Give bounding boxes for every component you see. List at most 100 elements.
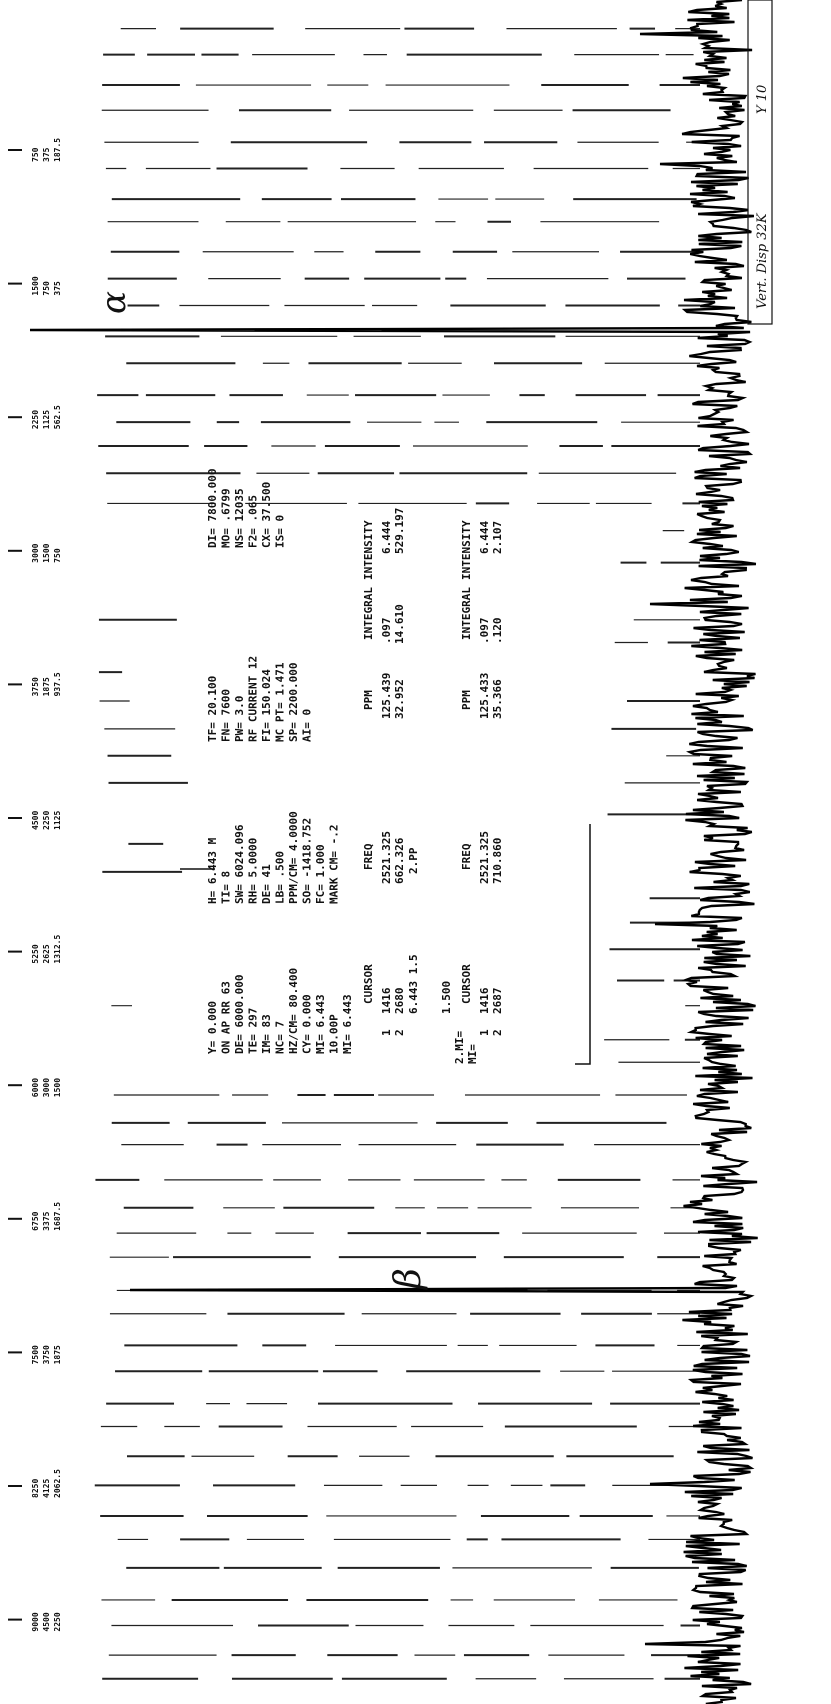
scale-label: 1500 xyxy=(53,1078,62,1097)
table-cell: 32.952 xyxy=(393,679,406,719)
side-label: MI= xyxy=(466,1044,479,1064)
table-cell: 2 xyxy=(491,1029,504,1036)
parameter: DE= 41 xyxy=(260,864,273,904)
scale-label: 1875 xyxy=(53,1345,62,1364)
parameter: F2= .065 xyxy=(247,495,260,548)
parameter: SO= -1418.752 xyxy=(301,818,314,904)
table-header: INTENSITY xyxy=(362,520,375,580)
table-cell: 662.326 xyxy=(393,837,406,884)
table-header: FREQ xyxy=(460,843,473,870)
scale-label: 750 xyxy=(53,548,62,563)
scale-label: 2625 xyxy=(42,944,51,963)
parameter: FN= 7600 xyxy=(220,689,233,742)
parameter: NS= 12035 xyxy=(233,488,246,548)
scale-label: 4500 xyxy=(31,811,40,830)
scale-label: 5250 xyxy=(31,944,40,963)
table-header: CURSOR xyxy=(362,964,375,1004)
scale-label: 375 xyxy=(42,147,51,162)
table-header: CURSOR xyxy=(460,964,473,1004)
parameter: H= 6.443 M xyxy=(206,837,219,904)
parameter: PW= 3.0 xyxy=(233,696,246,742)
annotation-display: Vert. Disp 32K xyxy=(755,212,770,309)
scale-label: 1125 xyxy=(42,410,51,429)
spectrum-printout: 750375187.5150075037522501125562.5300015… xyxy=(0,0,831,1704)
parameter: MI= 6.443 xyxy=(341,994,354,1054)
table-cell: 2680 xyxy=(393,988,406,1015)
table-cell: 6.444 xyxy=(478,521,491,554)
parameter: TI= 8 xyxy=(220,871,233,904)
table-header: FREQ xyxy=(362,843,375,870)
table-header: PPM xyxy=(362,690,375,710)
parameter: ON AP RR 63 xyxy=(220,981,233,1054)
table-footer: 6.443 1.5 xyxy=(407,954,420,1014)
scale-label: 562.5 xyxy=(53,405,62,429)
table-cell: 1416 xyxy=(380,987,393,1014)
table-cell: 2 xyxy=(393,1029,406,1036)
table-cell: 125.439 xyxy=(380,673,393,719)
table-cell: .097 xyxy=(380,618,393,645)
scale-label: 1500 xyxy=(31,276,40,295)
annotation-beta: β xyxy=(388,1268,429,1291)
page: 750375187.5150075037522501125562.5300015… xyxy=(0,0,831,1704)
table-header: PPM xyxy=(460,690,473,710)
table-cell: 14.610 xyxy=(393,604,406,644)
parameter: DE= 6000.000 xyxy=(233,975,246,1054)
parameter: TF= 20.100 xyxy=(206,676,219,742)
scale-label: 3000 xyxy=(42,1078,51,1097)
scale-label: 937.5 xyxy=(53,672,62,696)
table-footer: 2.PP xyxy=(407,847,420,874)
parameter: Y= 0.000 xyxy=(206,1001,219,1054)
table-header: INTEGRAL xyxy=(362,587,375,640)
scale-label: 3375 xyxy=(42,1211,51,1230)
scale-label: 187.5 xyxy=(53,138,62,162)
parameter: CY= 0.000 xyxy=(301,994,314,1054)
annotation-alpha: α xyxy=(94,291,134,314)
parameter: HZ/CM= 80.400 xyxy=(287,968,300,1054)
block-border xyxy=(575,824,590,1064)
scale-label: 2062.5 xyxy=(53,1469,62,1498)
table-header: INTENSITY xyxy=(460,520,473,580)
scale-label: 2250 xyxy=(42,811,51,830)
table-cell: 6.444 xyxy=(380,521,393,554)
table-cell: 125.433 xyxy=(478,673,491,719)
scale-label: 1687.5 xyxy=(53,1202,62,1231)
parameter: MARK CM= -.2 xyxy=(328,825,341,904)
side-label: 2.MI= xyxy=(453,1031,466,1064)
table-cell: 710.860 xyxy=(491,838,504,884)
parameter: MI= 6.443 xyxy=(314,994,327,1054)
parameter: MO= .6799 xyxy=(220,488,233,548)
parameter: NC= 7 xyxy=(274,1021,287,1054)
parameter: CX= 37.500 xyxy=(260,482,273,548)
scale-label: 9000 xyxy=(31,1612,40,1631)
scale-label: 750 xyxy=(42,281,51,296)
parameter: 10.00P xyxy=(328,1014,341,1054)
table-cell: 2521.325 xyxy=(478,831,491,884)
scale-label: 1500 xyxy=(42,543,51,562)
table-cell: 1 xyxy=(380,1029,393,1036)
parameter: IM= 83 xyxy=(260,1014,273,1054)
scale-label: 4125 xyxy=(42,1479,51,1498)
table-cell: 2.107 xyxy=(491,521,504,554)
scale-label: 2250 xyxy=(53,1612,62,1631)
parameter: DI= 7800.000 xyxy=(206,469,219,548)
scale-label: 4500 xyxy=(42,1612,51,1631)
scale-label: 7500 xyxy=(31,1345,40,1364)
scale-label: 1125 xyxy=(53,811,62,830)
scale-label: 3000 xyxy=(31,543,40,562)
scale-label: 8250 xyxy=(31,1479,40,1498)
table-header: INTEGRAL xyxy=(460,587,473,640)
parameter: MC PT= 1.471 xyxy=(274,662,287,742)
table-cell: 2687 xyxy=(491,988,504,1015)
spectrum-sheet: 750375187.5150075037522501125562.5300015… xyxy=(0,0,831,1704)
scale-label: 1312.5 xyxy=(53,935,62,964)
parameter: FI= 150.024 xyxy=(260,669,273,742)
scale-label: 2250 xyxy=(31,410,40,429)
parameter: RF CURRENT 12 xyxy=(247,656,260,742)
parameter: SW= 6024.096 xyxy=(233,824,246,904)
table-cell: .120 xyxy=(491,618,504,645)
parameter: LB= .500 xyxy=(274,851,287,904)
table-cell: 1 xyxy=(478,1029,491,1036)
parameter: FC= 1.000 xyxy=(314,844,327,904)
scale-label: 6750 xyxy=(31,1211,40,1230)
parameter: SP= 2200.000 xyxy=(287,663,300,742)
